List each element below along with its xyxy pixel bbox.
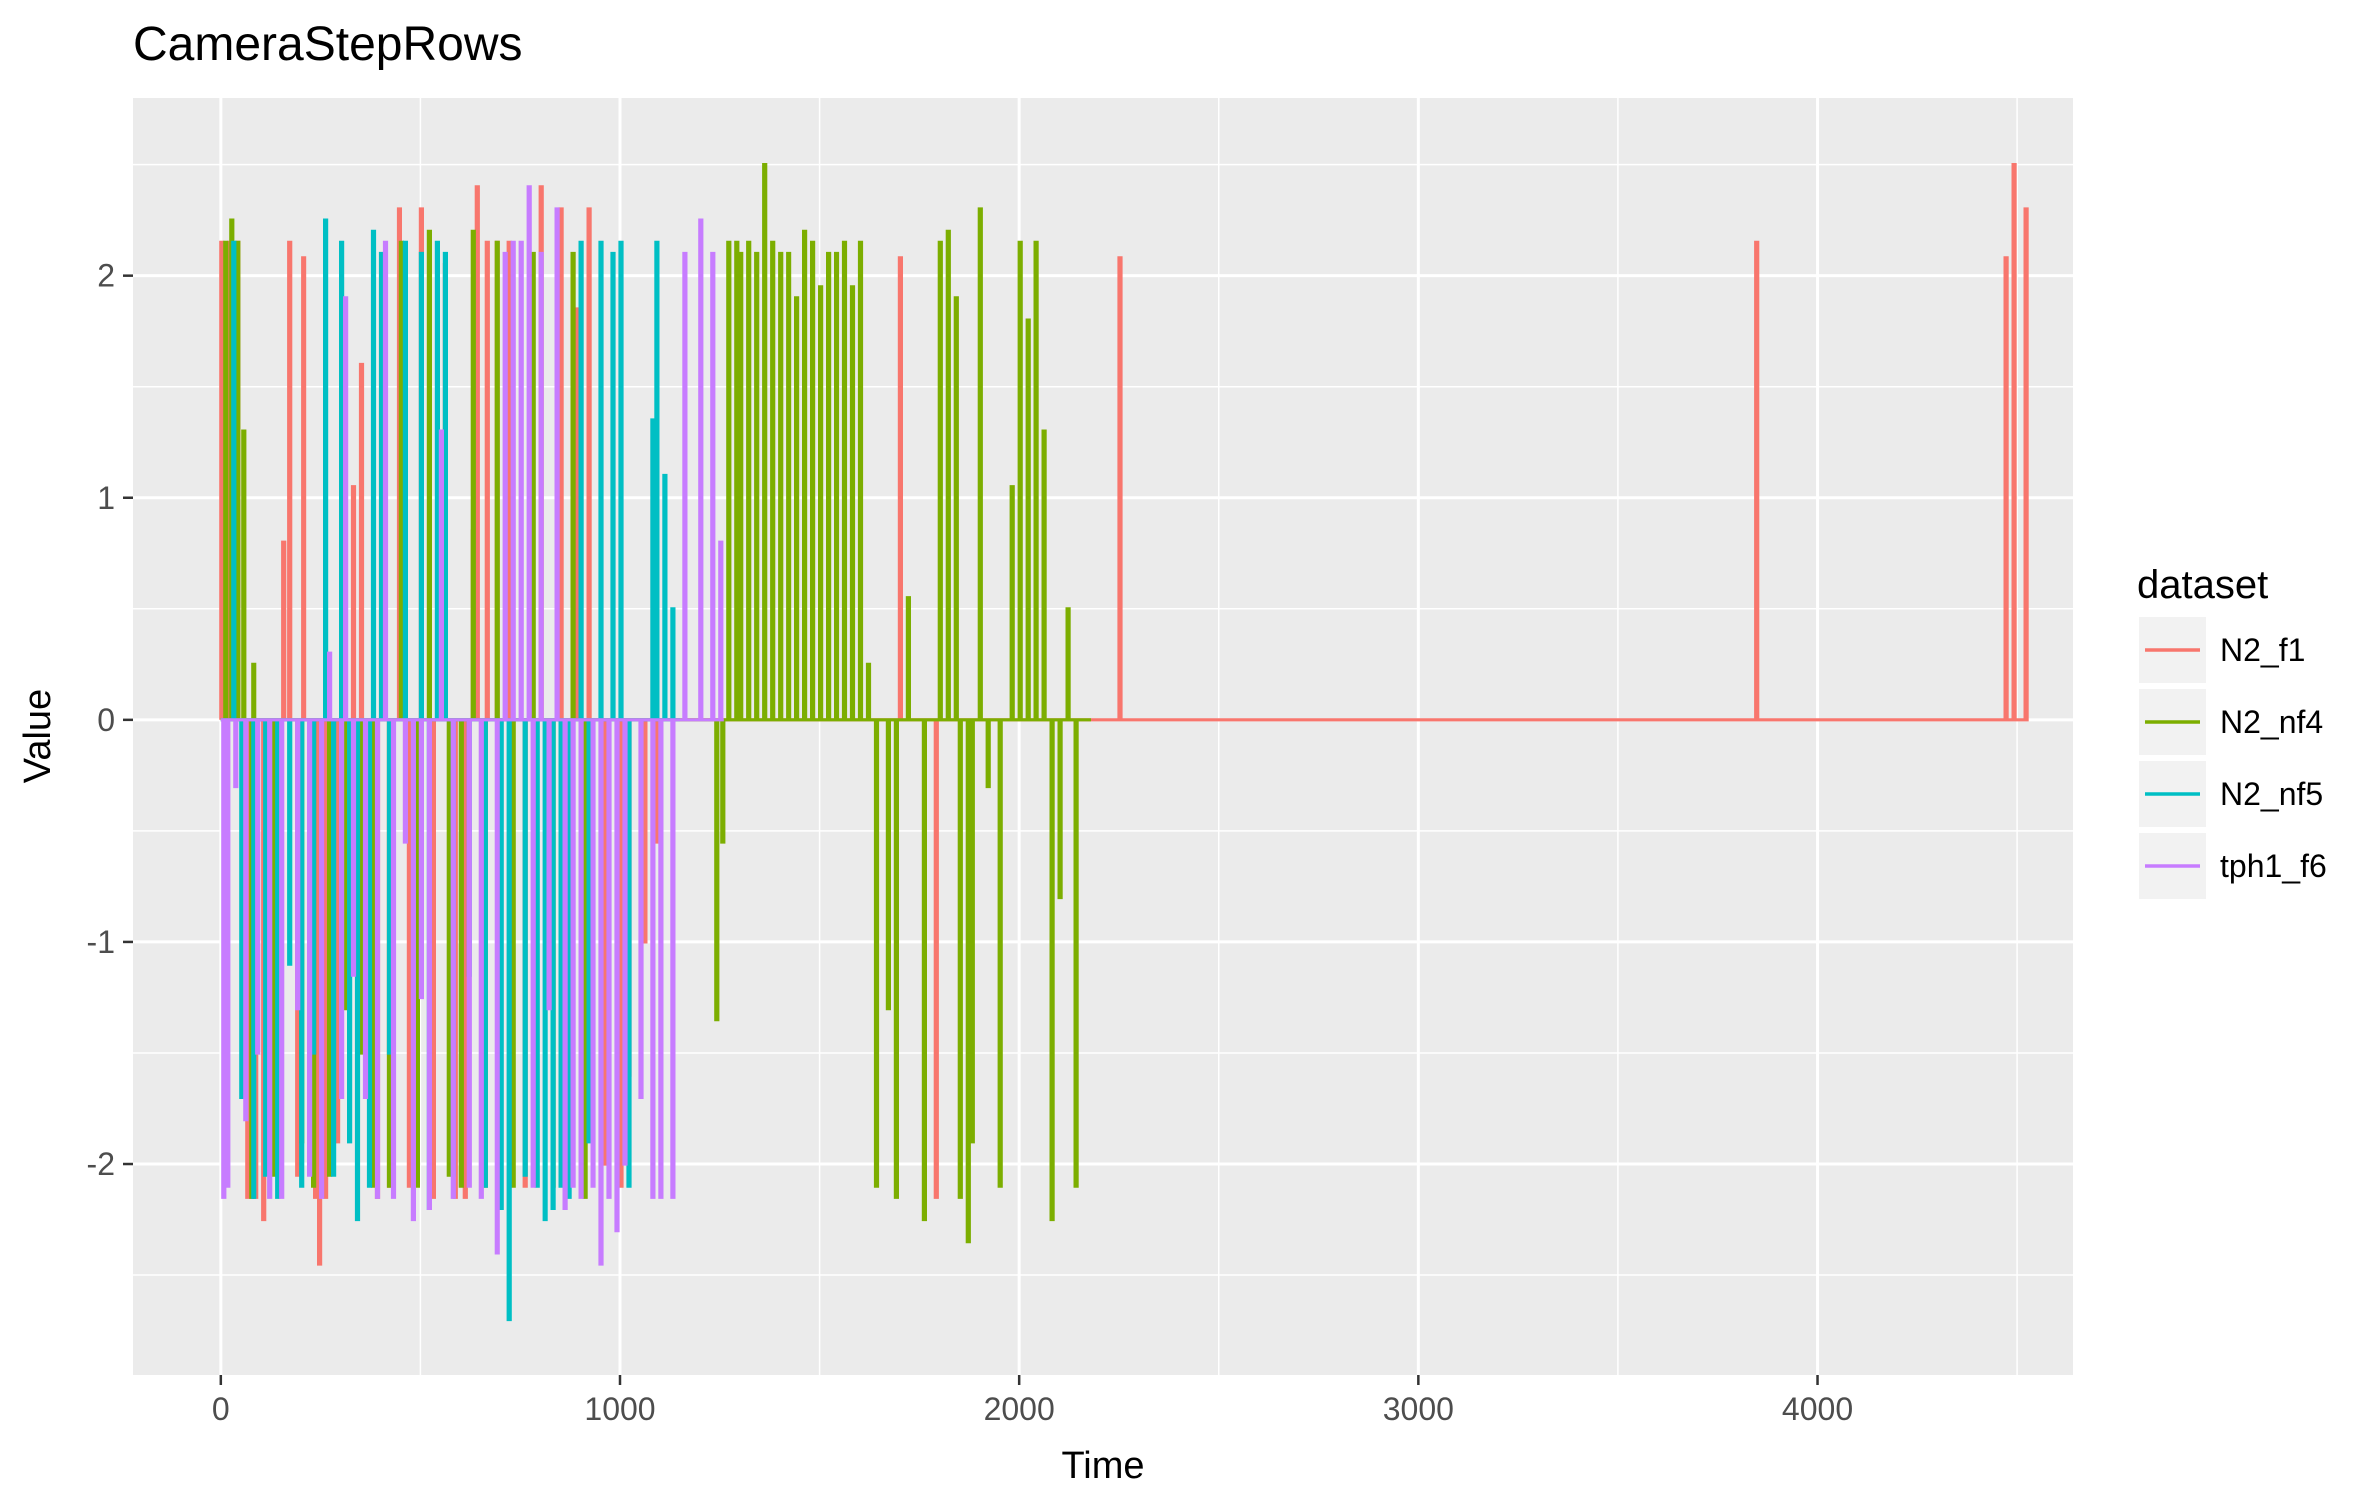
x-tick-label: 4000 <box>1782 1391 1853 1427</box>
legend-label: tph1_f6 <box>2220 848 2327 884</box>
y-tick-label: -2 <box>87 1146 115 1182</box>
legend-label: N2_f1 <box>2220 632 2305 668</box>
legend: dataset N2_f1 N2_nf4 N2_nf5 tph1_f6 <box>2137 563 2327 899</box>
x-tick-label: 2000 <box>984 1391 1055 1427</box>
x-tick-label: 0 <box>212 1391 230 1427</box>
x-axis-label: Time <box>1061 1445 1144 1487</box>
series-lines <box>219 163 2029 1322</box>
x-tick-label: 1000 <box>584 1391 655 1427</box>
chart-title: CameraStepRows <box>133 18 522 71</box>
series-line-tph1-f6 <box>220 185 724 1266</box>
legend-item: N2_nf4 <box>2139 689 2323 755</box>
y-axis-label: Value <box>17 689 59 783</box>
legend-items: N2_f1 N2_nf4 N2_nf5 tph1_f6 <box>2139 617 2327 899</box>
x-tick-label: 3000 <box>1383 1391 1454 1427</box>
y-tick-label: 2 <box>97 258 115 294</box>
legend-title: dataset <box>2137 563 2268 607</box>
legend-label: N2_nf5 <box>2220 776 2323 812</box>
axes: 0 1000 2000 3000 4000 -2 -1 0 1 2 <box>87 258 1854 1427</box>
legend-item: N2_f1 <box>2139 617 2305 683</box>
legend-label: N2_nf4 <box>2220 704 2323 740</box>
legend-item: tph1_f6 <box>2139 833 2327 899</box>
y-tick-label: 1 <box>97 480 115 516</box>
y-tick-label: -1 <box>87 924 115 960</box>
legend-item: N2_nf5 <box>2139 761 2323 827</box>
y-tick-label: 0 <box>97 702 115 738</box>
